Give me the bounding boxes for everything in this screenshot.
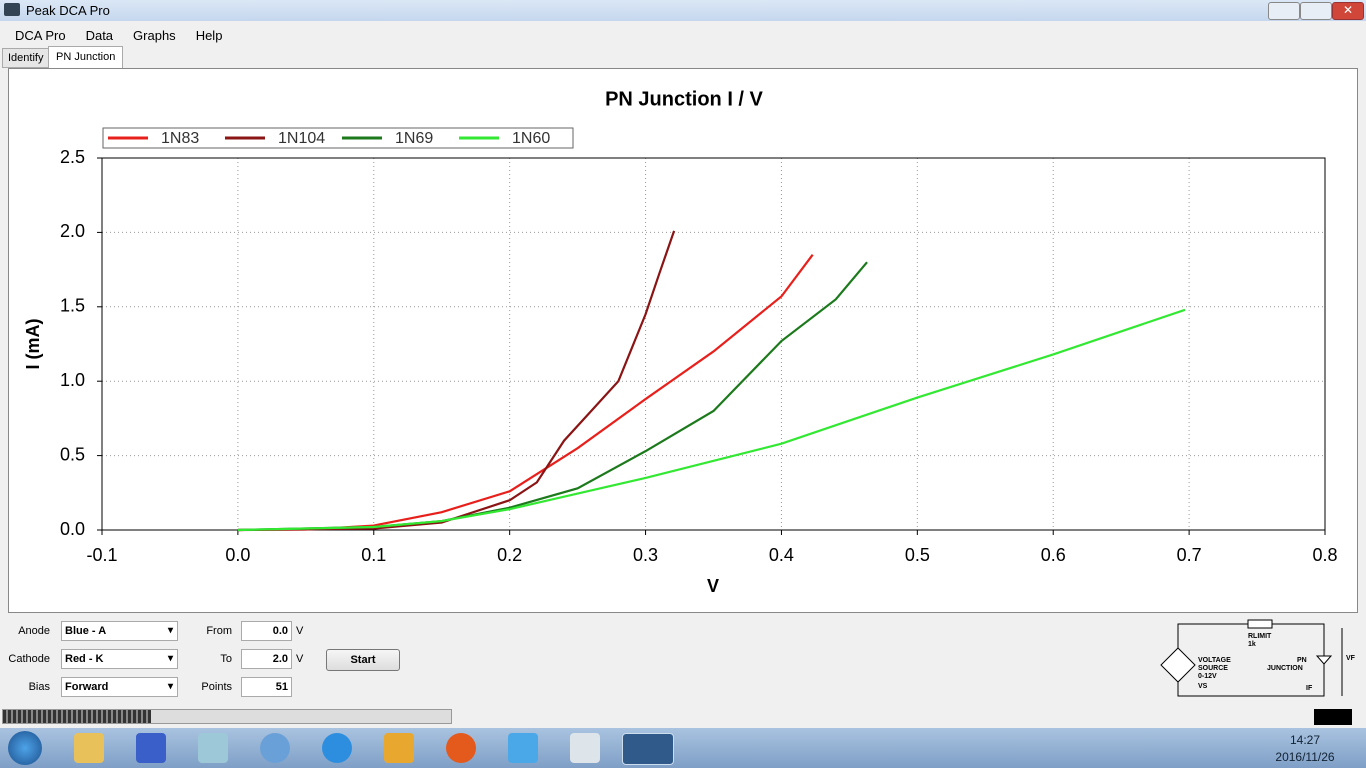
status-indicator bbox=[1314, 709, 1352, 725]
tab[interactable]: Identify bbox=[2, 48, 50, 68]
menu-item[interactable]: Data bbox=[85, 28, 114, 43]
diagram-label: IF bbox=[1306, 685, 1313, 692]
legend-label: 1N69 bbox=[395, 130, 433, 147]
series-line bbox=[237, 308, 1186, 532]
y-tick-label: 0.5 bbox=[60, 444, 85, 464]
y-tick-label: 2.0 bbox=[60, 221, 85, 241]
x-tick-label: 0.6 bbox=[1041, 545, 1066, 565]
taskbar-icon[interactable] bbox=[570, 733, 600, 763]
progress-fill bbox=[3, 710, 151, 723]
legend-box bbox=[102, 127, 574, 149]
source bbox=[1160, 647, 1196, 683]
label: Bias bbox=[28, 681, 50, 693]
diagram-label: VS bbox=[1198, 683, 1208, 690]
chart-title: PN Junction I / V bbox=[605, 88, 763, 110]
diagram-label: JUNCTION bbox=[1267, 665, 1303, 672]
cathode-select[interactable]: Red - K bbox=[61, 649, 178, 669]
clock-date: 2016/11/26 bbox=[1275, 750, 1335, 764]
diode bbox=[1315, 655, 1333, 665]
legend-label: 1N83 bbox=[161, 130, 199, 147]
x-tick-label: 0.3 bbox=[633, 545, 658, 565]
y-tick-label: 0.0 bbox=[60, 519, 85, 539]
x-axis-label: V bbox=[707, 576, 719, 596]
progress-bar bbox=[2, 709, 452, 724]
start-orb[interactable] bbox=[8, 731, 42, 765]
resistor bbox=[1247, 619, 1273, 629]
app-icon bbox=[4, 3, 20, 16]
points-input[interactable]: 51 bbox=[241, 677, 292, 697]
diagram-label: PN bbox=[1297, 657, 1307, 664]
to-input[interactable]: 2.0 bbox=[241, 649, 292, 669]
taskbar-icon[interactable] bbox=[260, 733, 290, 763]
diagram-label: VOLTAGE bbox=[1198, 657, 1231, 664]
anode-select[interactable]: Blue - A bbox=[61, 621, 178, 641]
taskbar-icon[interactable] bbox=[74, 733, 104, 763]
taskbar-icon[interactable] bbox=[136, 733, 166, 763]
title-bar: Peak DCA Pro ✕ bbox=[0, 0, 1366, 21]
from-input[interactable]: 0.0 bbox=[241, 621, 292, 641]
taskbar-icon[interactable] bbox=[198, 733, 228, 763]
plot-frame bbox=[101, 157, 1326, 531]
taskbar-icon[interactable] bbox=[446, 733, 476, 763]
taskbar-icon-active[interactable] bbox=[622, 733, 674, 765]
diagram-label: 0-12V bbox=[1198, 673, 1217, 680]
x-tick-label: 0.2 bbox=[497, 545, 522, 565]
x-tick-label: 0.5 bbox=[905, 545, 930, 565]
label: Cathode bbox=[8, 653, 50, 665]
diagram-label: VF bbox=[1346, 655, 1356, 662]
legend-label: 1N60 bbox=[512, 130, 550, 147]
series-line bbox=[237, 230, 676, 532]
label: To bbox=[220, 653, 232, 665]
label: Points bbox=[201, 681, 232, 693]
y-tick-label: 1.0 bbox=[60, 370, 85, 390]
menu-item[interactable]: Graphs bbox=[133, 28, 176, 43]
legend-label: 1N104 bbox=[278, 130, 325, 147]
x-tick-label: 0.1 bbox=[361, 545, 386, 565]
tab-active[interactable]: PN Junction bbox=[48, 46, 124, 68]
unit: V bbox=[296, 625, 304, 637]
label: From bbox=[206, 625, 232, 637]
menu-item[interactable]: Help bbox=[195, 28, 223, 43]
taskbar-icon[interactable] bbox=[384, 733, 414, 763]
restore-button[interactable] bbox=[1300, 2, 1332, 20]
x-tick-label: 0.4 bbox=[769, 545, 794, 565]
diagram-label: SOURCE bbox=[1198, 665, 1228, 672]
label: Anode bbox=[18, 625, 50, 637]
minimize-button[interactable] bbox=[1268, 2, 1300, 20]
x-tick-label: 0.0 bbox=[225, 545, 250, 565]
close-button[interactable]: ✕ bbox=[1332, 2, 1364, 20]
x-tick-label: 0.8 bbox=[1312, 545, 1337, 565]
menu-item[interactable]: DCA Pro bbox=[15, 28, 66, 43]
diagram-label: RLIMIT bbox=[1248, 633, 1272, 640]
chart: PN Junction I / V V I (mA) -0.1 0.0 0.1 0.2… bbox=[8, 68, 1358, 613]
taskbar-icon[interactable] bbox=[508, 733, 538, 763]
unit: V bbox=[296, 653, 304, 665]
y-axis-label: I (mA) bbox=[23, 319, 43, 370]
x-tick-label: -0.1 bbox=[86, 545, 117, 565]
x-tick-label: 0.7 bbox=[1177, 545, 1202, 565]
menu-bar: DCA Pro Data Graphs Help bbox=[15, 27, 242, 45]
diagram-label: 1k bbox=[1248, 641, 1256, 648]
clock-time: 14:27 bbox=[1289, 733, 1321, 747]
y-tick-label: 2.5 bbox=[60, 147, 85, 167]
start-button[interactable]: Start bbox=[326, 649, 400, 671]
bias-select[interactable]: Forward bbox=[61, 677, 178, 697]
circuit-diagram: RLIMIT 1k VOLTAGE SOURCE 0-12V VS PN JUN… bbox=[1160, 619, 1356, 697]
taskbar-icon[interactable] bbox=[322, 733, 352, 763]
window-title: Peak DCA Pro bbox=[26, 3, 110, 18]
y-tick-label: 1.5 bbox=[60, 296, 85, 316]
